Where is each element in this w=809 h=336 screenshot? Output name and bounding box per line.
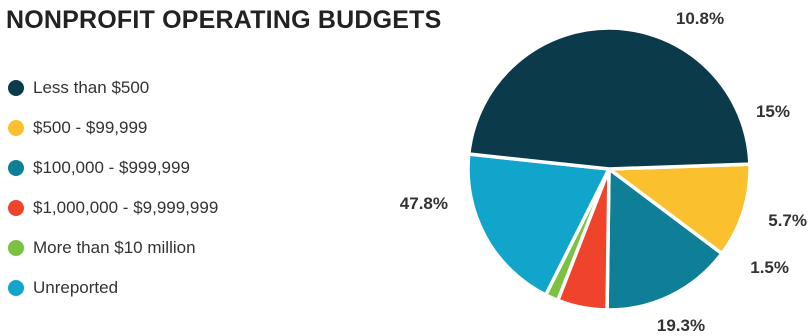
legend-item: Unreported xyxy=(8,268,218,308)
legend-label: $100,000 - $999,999 xyxy=(33,158,190,177)
legend-label: $500 - $99,999 xyxy=(33,118,148,137)
legend-swatch xyxy=(8,280,24,296)
legend-swatch xyxy=(8,240,24,256)
legend-label: Unreported xyxy=(33,278,119,297)
slice-label-less-than-500: 47.8% xyxy=(400,194,448,213)
pie-slices xyxy=(466,26,752,312)
legend-label: Less than $500 xyxy=(33,78,150,97)
slice-label-unreported: 19.3% xyxy=(657,316,705,335)
legend-swatch xyxy=(8,80,24,96)
legend-item: Less than $500 xyxy=(8,68,218,108)
legend-swatch xyxy=(8,120,24,136)
legend-item: More than $10 million xyxy=(8,228,218,268)
slice-label-100000-999999: 15% xyxy=(756,102,790,121)
pie-slice-unreported xyxy=(466,152,611,297)
pie-slice-less-than-500 xyxy=(467,26,752,171)
slice-label-500-99999: 10.8% xyxy=(676,9,724,28)
legend-item: $500 - $99,999 xyxy=(8,108,218,148)
slice-label-1m-9999999: 5.7% xyxy=(768,211,807,230)
legend-item: $100,000 - $999,999 xyxy=(8,148,218,188)
legend-item: $1,000,000 - $9,999,999 xyxy=(8,188,218,228)
slice-label-more-than-10m: 1.5% xyxy=(750,258,789,277)
chart-title: NONPROFIT OPERATING BUDGETS xyxy=(6,6,442,34)
legend-swatch xyxy=(8,160,24,176)
pie-slice-100-000-999-999 xyxy=(605,167,724,312)
pie-slice-500-99-999 xyxy=(607,162,752,256)
legend: Less than $500 $500 - $99,999 $100,000 -… xyxy=(8,68,218,308)
legend-label: $1,000,000 - $9,999,999 xyxy=(33,198,219,217)
legend-label: More than $10 million xyxy=(33,238,196,257)
legend-swatch xyxy=(8,200,24,216)
pie-labels: 47.8% 10.8% 15% 5.7% 1.5% 19.3% xyxy=(400,9,807,335)
